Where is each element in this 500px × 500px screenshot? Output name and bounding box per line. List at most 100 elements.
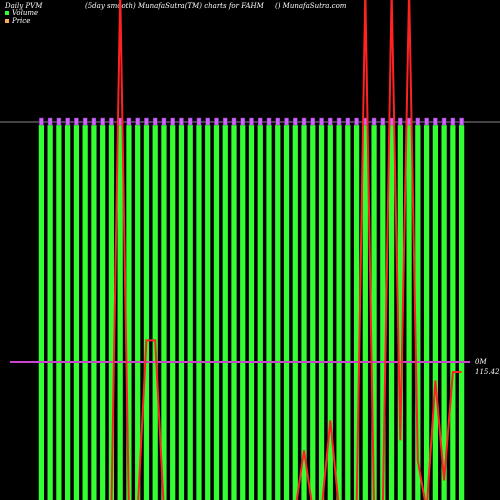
bar xyxy=(248,125,255,500)
top-marker xyxy=(126,117,132,126)
top-marker xyxy=(222,117,228,126)
bar xyxy=(406,125,412,500)
top-marker xyxy=(214,117,219,126)
bar xyxy=(65,125,71,500)
top-marker xyxy=(135,117,140,126)
bar xyxy=(362,125,368,500)
bar xyxy=(100,125,106,500)
bar xyxy=(353,125,360,500)
top-marker xyxy=(144,117,149,126)
top-marker xyxy=(441,117,447,126)
top-marker xyxy=(293,117,298,126)
top-marker xyxy=(354,117,359,126)
top-marker xyxy=(47,117,53,126)
bar xyxy=(371,125,377,500)
bar xyxy=(108,125,115,500)
bar xyxy=(380,125,386,500)
legend-label: Price xyxy=(11,17,30,25)
top-marker xyxy=(284,117,289,126)
bar xyxy=(327,125,333,500)
top-marker xyxy=(371,117,377,126)
bar xyxy=(170,125,176,500)
top-marker xyxy=(433,117,438,126)
top-marker xyxy=(100,117,105,126)
bar xyxy=(441,125,447,500)
top-marker xyxy=(170,117,175,126)
bar xyxy=(458,125,465,500)
bar xyxy=(292,125,298,500)
bar xyxy=(450,125,456,500)
bar xyxy=(82,125,88,500)
top-marker xyxy=(459,117,464,126)
top-marker xyxy=(275,117,281,126)
top-marker xyxy=(319,117,324,126)
bar xyxy=(240,125,246,500)
top-marker xyxy=(380,117,386,126)
legend-swatch xyxy=(5,19,9,23)
bar xyxy=(222,125,228,500)
top-marker xyxy=(205,117,210,126)
chart-subtitle: (5day smooth) MunafaSutra(TM) charts for… xyxy=(85,2,265,10)
top-marker xyxy=(109,117,114,126)
top-marker xyxy=(231,117,237,126)
bar xyxy=(126,125,132,500)
bar xyxy=(301,125,307,500)
bar xyxy=(196,125,202,500)
bar xyxy=(310,125,316,500)
bar xyxy=(318,125,325,500)
bar xyxy=(38,125,45,500)
bar xyxy=(213,125,220,500)
top-marker xyxy=(398,117,403,126)
bar xyxy=(73,125,80,500)
top-marker xyxy=(187,117,193,126)
legend-label: Volume xyxy=(12,9,38,17)
top-marker xyxy=(196,117,202,126)
top-marker xyxy=(179,117,184,126)
bar xyxy=(283,125,290,500)
top-marker xyxy=(415,117,421,126)
bar xyxy=(336,125,342,500)
bar xyxy=(388,125,395,500)
bar xyxy=(178,125,185,500)
top-marker xyxy=(161,117,167,126)
bar xyxy=(432,125,438,500)
top-marker xyxy=(39,117,44,126)
top-marker xyxy=(266,117,272,126)
bar xyxy=(117,125,123,500)
top-marker xyxy=(56,117,62,126)
bar xyxy=(231,125,237,500)
bar xyxy=(91,125,97,500)
top-marker xyxy=(91,117,97,126)
bar xyxy=(397,125,403,500)
top-marker xyxy=(345,117,351,126)
top-marker xyxy=(301,117,307,126)
volume-label: 0M xyxy=(475,358,487,366)
bar xyxy=(161,125,167,500)
chart-title: Daily PVM xyxy=(4,2,43,10)
top-marker xyxy=(65,117,70,126)
bar xyxy=(47,125,53,500)
legend-swatch xyxy=(5,11,9,15)
top-marker xyxy=(152,117,158,126)
bar xyxy=(345,125,351,500)
source: () MunafaSutra.com xyxy=(275,2,347,10)
top-marker xyxy=(82,117,88,126)
top-marker xyxy=(258,117,263,126)
bar xyxy=(205,125,211,500)
top-marker xyxy=(424,117,429,126)
top-marker xyxy=(336,117,342,126)
bar xyxy=(187,125,193,500)
price-label: 115.42 xyxy=(475,368,500,376)
top-marker xyxy=(450,117,456,126)
bar xyxy=(415,125,421,500)
top-marker xyxy=(249,117,254,126)
bar xyxy=(135,125,141,500)
top-marker xyxy=(240,117,245,126)
bar xyxy=(56,125,62,500)
top-marker xyxy=(74,117,79,126)
bar xyxy=(423,125,430,500)
top-marker xyxy=(310,117,316,126)
bar xyxy=(152,125,158,500)
